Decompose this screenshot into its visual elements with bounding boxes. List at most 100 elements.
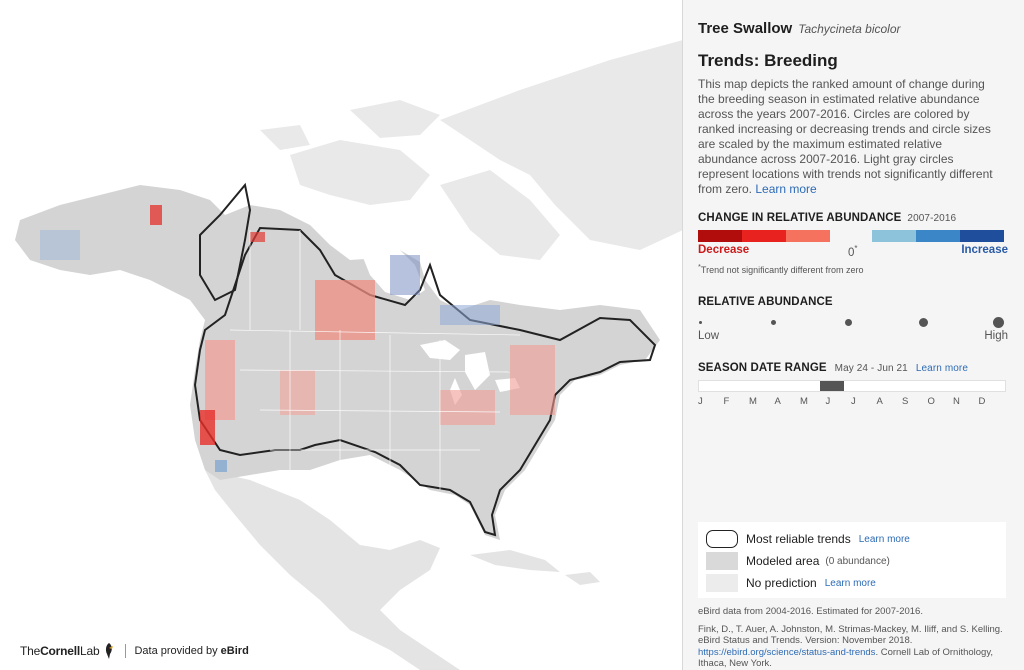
alaska-reliable-outline: [199, 182, 252, 302]
increase-patch-quebec: [440, 305, 500, 325]
zero-asterisk: *: [854, 244, 858, 253]
citation-url-link[interactable]: https://ebird.org/science/status-and-tre…: [698, 646, 876, 658]
month-label: O: [927, 396, 935, 407]
season-slider-range[interactable]: [819, 381, 844, 391]
zero-value: 0: [848, 246, 855, 259]
credit-prefix: Data provided by: [134, 645, 221, 657]
trend-dots: [40, 205, 555, 472]
decrease-patch-northeast: [510, 345, 555, 415]
abundance-dots: [698, 314, 1008, 330]
species-common-name: Tree Swallow: [698, 20, 793, 37]
no-prediction-label: No prediction: [746, 576, 817, 590]
modeled-area-swatch: [706, 552, 738, 570]
description-text: This map depicts the ranked amount of ch…: [698, 77, 993, 196]
decrease-patch-west: [205, 340, 235, 420]
change-legend-years: 2007-2016: [907, 213, 957, 224]
change-swatch-3: [830, 230, 872, 242]
footer-divider: [125, 644, 127, 658]
great-lakes: [420, 340, 520, 405]
month-label: M: [749, 396, 757, 407]
map-legend: Most reliable trends Learn more Modeled …: [698, 522, 1006, 598]
mexico-land: [205, 470, 460, 670]
change-swatch-4: [872, 230, 916, 242]
decrease-patch-alaska: [150, 205, 162, 225]
map-pane[interactable]: The Cornell Lab Data provided by eBird: [0, 0, 683, 670]
decrease-patch-california: [200, 410, 215, 445]
month-label: S: [902, 396, 909, 407]
logo-text-lab: Lab: [80, 644, 100, 658]
decrease-patch-yukon: [250, 232, 265, 242]
credit-source-ebird[interactable]: eBird: [220, 645, 249, 657]
abundance-labels: Low High: [698, 330, 1008, 344]
season-title: SEASON DATE RANGE: [698, 362, 827, 374]
trends-description: This map depicts the ranked amount of ch…: [698, 77, 994, 197]
trend-footnote: *Trend not significantly different from …: [698, 262, 1008, 275]
season-slider-track[interactable]: [698, 380, 1006, 392]
trends-title: Trends: Breeding: [698, 51, 838, 70]
season-learn-more-link[interactable]: Learn more: [915, 363, 968, 374]
change-swatch-2: [786, 230, 830, 242]
abundance-dot-3: [844, 318, 852, 326]
citation-reference: Fink, D., T. Auer, A. Johnston, M. Strim…: [698, 624, 1008, 670]
abundance-low-label: Low: [698, 330, 720, 342]
citation-data-line: eBird data from 2004-2016. Estimated for…: [698, 606, 923, 617]
change-swatch-1: [742, 230, 786, 242]
change-swatch-0: [698, 230, 742, 242]
month-label: D: [978, 396, 986, 407]
season-range-text: May 24 - Jun 21: [834, 363, 908, 374]
decrease-patch-midwest: [440, 390, 495, 425]
increase-patch-socal: [215, 460, 227, 472]
map-footer: The Cornell Lab Data provided by eBird: [20, 642, 249, 660]
legend-row-reliable: Most reliable trends Learn more: [706, 528, 998, 550]
decrease-label: Decrease: [698, 244, 750, 256]
citation: eBird data from 2004-2016. Estimated for…: [698, 606, 1008, 670]
modeled-area-note: (0 abundance): [825, 555, 890, 567]
abundance-dot-2: [770, 319, 776, 325]
zero-label: 0*: [848, 244, 858, 259]
footnote-text: Trend not significantly different from z…: [700, 265, 864, 275]
abundance-legend: RELATIVE ABUNDANCE Low High: [698, 296, 1008, 344]
month-label: J: [698, 396, 703, 407]
month-label: A: [876, 396, 883, 407]
month-label: J: [825, 396, 831, 407]
state-borders: [229, 230, 521, 490]
month-label: A: [774, 396, 781, 407]
no-prediction-swatch: [706, 574, 738, 592]
change-color-bar: [698, 230, 1008, 242]
species-header: Tree Swallow Tachycineta bicolor: [698, 20, 1008, 37]
change-legend-title: CHANGE IN RELATIVE ABUNDANCE: [698, 212, 902, 224]
cornell-bird-icon: [106, 643, 114, 659]
species-scientific-name: Tachycineta bicolor: [798, 22, 901, 36]
no-prediction-learn-more-link[interactable]: Learn more: [824, 577, 876, 589]
change-swatch-5: [916, 230, 960, 242]
season-date-range: SEASON DATE RANGE May 24 - Jun 21 Learn …: [698, 362, 1008, 408]
increase-patch-alaska: [40, 230, 80, 260]
cornell-lab-logo[interactable]: The Cornell Lab: [20, 642, 125, 660]
legend-row-no-prediction: No prediction Learn more: [706, 572, 998, 594]
change-swatch-6: [960, 230, 1004, 242]
month-label: N: [953, 396, 960, 407]
decrease-patch-prairie: [315, 280, 375, 340]
footnote-asterisk: *: [698, 262, 701, 271]
reliable-learn-more-link[interactable]: Learn more: [858, 533, 910, 545]
citation-publisher: . Cornell Lab of Ornithology, Ithaca, Ne…: [698, 646, 994, 670]
month-label: M: [800, 396, 808, 407]
season-header: SEASON DATE RANGE May 24 - Jun 21 Learn …: [698, 362, 1008, 374]
trend-map[interactable]: [0, 0, 683, 670]
logo-text-cornell: Cornell: [40, 644, 81, 658]
cuba-land: [470, 550, 600, 585]
legend-row-modeled: Modeled area (0 abundance): [706, 550, 998, 572]
baffin-island-land: [440, 170, 560, 260]
change-legend-header: CHANGE IN RELATIVE ABUNDANCE 2007-2016: [698, 212, 1008, 224]
month-label: F: [723, 396, 730, 407]
abundance-legend-title: RELATIVE ABUNDANCE: [698, 296, 833, 308]
abundance-dot-1: [698, 320, 702, 324]
data-credit: Data provided by eBird: [134, 645, 248, 657]
change-bar-labels: Decrease 0* Increase: [698, 244, 1008, 260]
abundance-dot-5: [992, 316, 1004, 328]
change-legend: CHANGE IN RELATIVE ABUNDANCE 2007-2016 D…: [698, 212, 1008, 275]
increase-label: Increase: [961, 244, 1008, 256]
arctic-islands-land: [260, 100, 440, 205]
description-learn-more-link[interactable]: Learn more: [755, 182, 817, 196]
